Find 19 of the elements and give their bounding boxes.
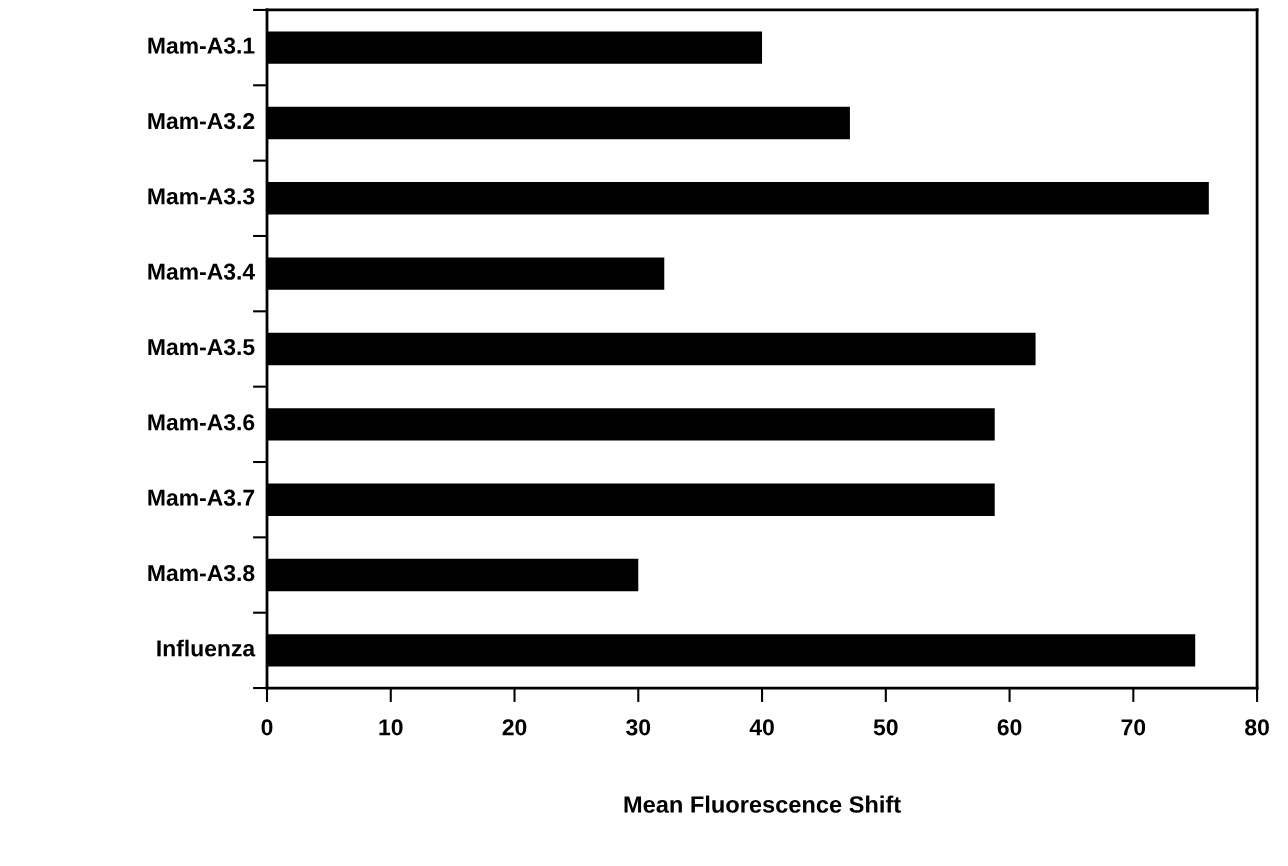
y-tick-label: Mam-A3.2 [148,112,255,130]
x-tick-label: 40 [749,719,774,736]
x-axis-title: Mean Fluorescence Shift [624,795,901,813]
x-tick-label: 30 [626,719,651,736]
y-tick-label: Mam-A3.7 [148,489,255,506]
x-tick-label: 80 [1245,719,1269,736]
y-tick-label: Mam-A3.1 [148,37,255,54]
x-tick-label: 70 [1121,719,1146,736]
y-tick-label: Mam-A3.4 [148,263,255,280]
x-tick-label: 50 [873,719,898,736]
y-tick-label: Mam-A3.6 [148,414,255,431]
x-tick-label: 60 [997,719,1022,736]
y-tick-label: Mam-A3.5 [148,338,255,356]
y-tick-label: Influenza [157,639,256,657]
y-tick-label: Mam-A3.3 [148,188,255,205]
x-tick-label: 20 [502,719,527,736]
y-tick-label: Mam-A3.8 [148,564,255,582]
x-tick-label: 0 [261,719,273,736]
x-tick-label: 10 [379,719,403,736]
